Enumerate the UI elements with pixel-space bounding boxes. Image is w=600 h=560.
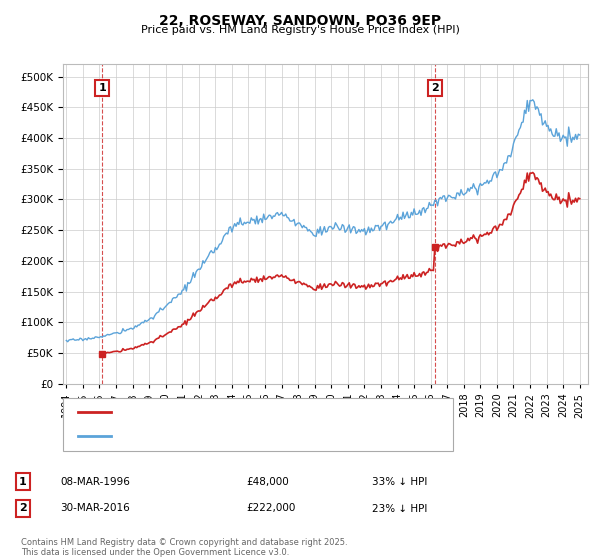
Text: HPI: Average price, detached house, Isle of Wight: HPI: Average price, detached house, Isle…	[117, 431, 375, 441]
Text: £48,000: £48,000	[246, 477, 289, 487]
Text: 1: 1	[19, 477, 26, 487]
Text: 1: 1	[98, 83, 106, 94]
Text: 23% ↓ HPI: 23% ↓ HPI	[372, 503, 427, 514]
Text: 22, ROSEWAY, SANDOWN, PO36 9EP (detached house): 22, ROSEWAY, SANDOWN, PO36 9EP (detached…	[117, 408, 402, 418]
Text: 2: 2	[19, 503, 26, 514]
Text: 30-MAR-2016: 30-MAR-2016	[60, 503, 130, 514]
Text: 08-MAR-1996: 08-MAR-1996	[60, 477, 130, 487]
Text: £222,000: £222,000	[246, 503, 295, 514]
Text: 2: 2	[431, 83, 439, 94]
Text: Price paid vs. HM Land Registry's House Price Index (HPI): Price paid vs. HM Land Registry's House …	[140, 25, 460, 35]
Text: 33% ↓ HPI: 33% ↓ HPI	[372, 477, 427, 487]
Text: 22, ROSEWAY, SANDOWN, PO36 9EP: 22, ROSEWAY, SANDOWN, PO36 9EP	[159, 14, 441, 28]
Text: Contains HM Land Registry data © Crown copyright and database right 2025.
This d: Contains HM Land Registry data © Crown c…	[21, 538, 347, 557]
